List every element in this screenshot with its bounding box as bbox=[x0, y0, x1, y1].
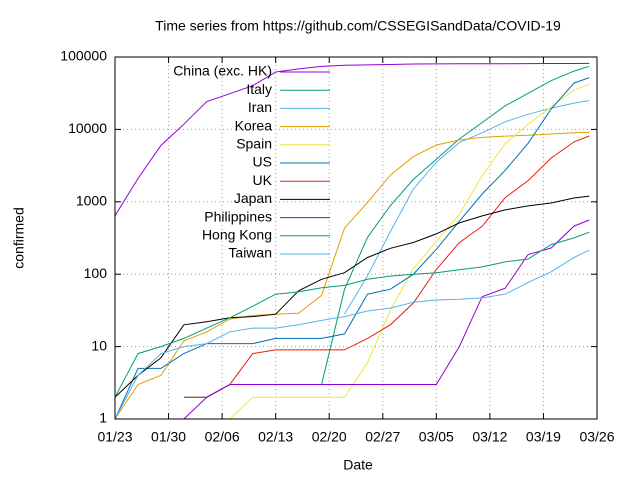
y-tick-label: 10 bbox=[91, 337, 107, 353]
series-line bbox=[183, 135, 590, 398]
x-tick-label: 02/06 bbox=[205, 429, 240, 445]
series-line bbox=[344, 100, 590, 315]
x-tick-label: 01/23 bbox=[97, 429, 132, 445]
legend-label: Italy bbox=[246, 81, 272, 97]
x-tick-label: 03/05 bbox=[419, 429, 454, 445]
y-tick-label: 1000 bbox=[76, 193, 107, 209]
x-tick-label: 02/27 bbox=[365, 429, 400, 445]
y-tick-label: 100 bbox=[84, 265, 108, 281]
legend-label: Japan bbox=[234, 190, 272, 206]
x-tick-label: 03/12 bbox=[472, 429, 507, 445]
x-axis-label: Date bbox=[343, 457, 373, 473]
y-tick-label: 100000 bbox=[60, 48, 107, 64]
x-tick-label: 01/30 bbox=[151, 429, 186, 445]
legend-label: China (exc. HK) bbox=[173, 63, 272, 79]
legend-label: Hong Kong bbox=[202, 227, 272, 243]
legend-label: US bbox=[253, 154, 272, 170]
x-tick-label: 03/19 bbox=[526, 429, 561, 445]
legend-label: Taiwan bbox=[228, 245, 272, 261]
series-line bbox=[114, 62, 590, 216]
x-tick-label: 02/13 bbox=[258, 429, 293, 445]
series-line bbox=[114, 131, 590, 420]
series-line bbox=[114, 249, 590, 420]
x-tick-label: 02/20 bbox=[312, 429, 347, 445]
legend-label: Iran bbox=[248, 99, 272, 115]
legend-label: Spain bbox=[236, 136, 272, 152]
legend-label: Philippines bbox=[204, 208, 272, 224]
y-tick-label: 10000 bbox=[68, 120, 107, 136]
plot-border bbox=[114, 56, 598, 420]
y-tick-label: 1 bbox=[99, 410, 107, 426]
x-tick-label: 03/26 bbox=[579, 429, 614, 445]
series-line bbox=[114, 231, 590, 398]
legend-label: Korea bbox=[235, 117, 273, 133]
series-line bbox=[183, 83, 590, 420]
series-line bbox=[114, 195, 590, 398]
series-line bbox=[183, 219, 590, 420]
legend-label: UK bbox=[253, 172, 273, 188]
y-axis-label: confirmed bbox=[11, 207, 27, 268]
chart-title: Time series from https://github.com/CSSE… bbox=[155, 18, 561, 34]
